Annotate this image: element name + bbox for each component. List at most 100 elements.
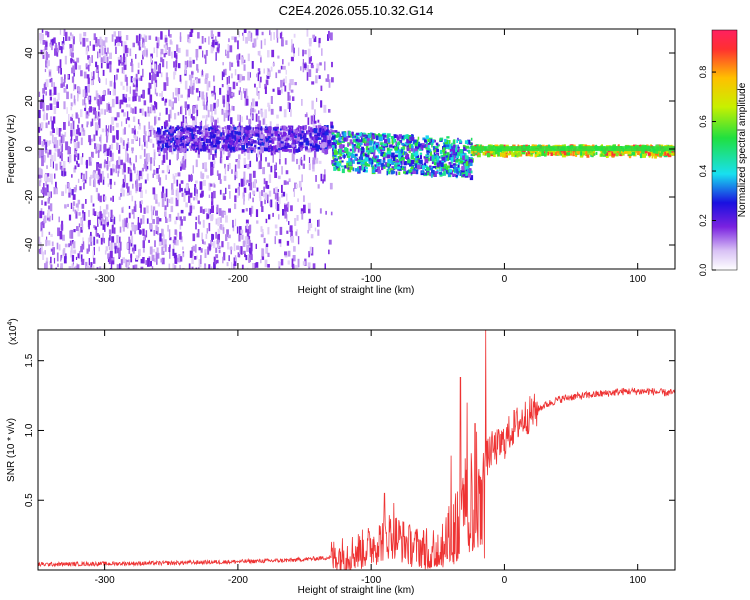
heatmap-cell	[499, 153, 502, 157]
heatmap-cell	[215, 52, 217, 61]
heatmap-cell	[425, 154, 428, 157]
heatmap-cell	[121, 168, 125, 175]
heatmap-cell	[522, 144, 527, 148]
heatmap-cell	[372, 135, 376, 140]
heatmap-cell	[172, 263, 175, 269]
heatmap-cell	[651, 153, 654, 159]
heatmap-cell	[224, 163, 226, 169]
heatmap-cell	[116, 247, 120, 254]
heatmap-cell	[119, 241, 122, 251]
heatmap-cell	[75, 211, 78, 219]
heatmap-cell	[302, 125, 304, 131]
heatmap-cell	[590, 153, 593, 157]
heatmap-cell	[261, 148, 264, 153]
heatmap-cell	[41, 221, 45, 229]
heatmap-cell	[118, 250, 120, 259]
heatmap-cell	[322, 179, 324, 184]
heatmap-cell	[153, 107, 156, 114]
heatmap-cell	[250, 207, 252, 217]
heatmap-cell	[313, 136, 315, 142]
heatmap-cell	[104, 224, 106, 232]
heatmap-cell	[114, 181, 116, 186]
heatmap-cell	[261, 248, 264, 258]
heatmap-cell	[241, 149, 244, 154]
spectrogram-y-label: Frequency (Hz)	[6, 115, 17, 184]
heatmap-cell	[50, 44, 52, 48]
heatmap-cell	[164, 211, 167, 217]
heatmap-cell	[179, 265, 181, 269]
heatmap-cell	[400, 147, 405, 151]
heatmap-cell	[204, 208, 208, 213]
heatmap-cell	[341, 168, 345, 174]
heatmap-cell	[310, 62, 314, 66]
heatmap-cell	[349, 139, 353, 144]
heatmap-cell	[150, 125, 153, 131]
x-tick-label: -300	[95, 274, 115, 285]
heatmap-cell	[47, 54, 50, 58]
heatmap-cell	[61, 168, 63, 176]
heatmap-cell	[230, 91, 233, 99]
heatmap-cell	[506, 153, 510, 156]
heatmap-cell	[143, 207, 146, 214]
heatmap-cell	[45, 41, 48, 47]
heatmap-cell	[225, 187, 227, 194]
heatmap-cell	[213, 138, 216, 143]
heatmap-cell	[171, 147, 174, 155]
heatmap-cell	[217, 31, 221, 37]
heatmap-cell	[197, 145, 200, 149]
heatmap-cell	[364, 152, 367, 155]
heatmap-cell	[673, 152, 675, 156]
heatmap-cell	[504, 149, 508, 153]
heatmap-cell	[45, 261, 48, 269]
heatmap-cell	[76, 129, 79, 135]
heatmap-cell	[122, 66, 125, 75]
heatmap-cell	[187, 34, 190, 43]
heatmap-cell	[331, 130, 335, 133]
colorbar-label: Normalized spectral amplitude	[737, 82, 748, 217]
heatmap-cell	[253, 147, 256, 152]
heatmap-cell	[189, 125, 193, 129]
heatmap-cell	[341, 149, 346, 153]
heatmap-cell	[190, 29, 194, 33]
heatmap-cell	[106, 221, 109, 226]
heatmap-cell	[203, 180, 206, 186]
heatmap-cell	[254, 128, 259, 133]
heatmap-cell	[617, 144, 620, 148]
svg-text:(x104): (x104)	[7, 318, 19, 345]
heatmap-cell	[237, 186, 240, 196]
heatmap-cell	[163, 121, 167, 129]
heatmap-cell	[93, 134, 96, 142]
heatmap-cell	[76, 226, 79, 231]
heatmap-cell	[236, 126, 239, 131]
heatmap-cell	[290, 230, 293, 238]
heatmap-cell	[298, 47, 300, 56]
heatmap-cell	[114, 75, 116, 83]
heatmap-cell	[222, 256, 224, 264]
heatmap-cell	[167, 224, 169, 232]
heatmap-cell	[302, 261, 306, 266]
heatmap-cell	[238, 226, 242, 235]
heatmap-cell	[352, 167, 355, 172]
figure-title: C2E4.2026.055.10.32.G14	[279, 3, 434, 18]
heatmap-cell	[125, 155, 128, 162]
heatmap-cell	[164, 208, 167, 212]
heatmap-cell	[120, 192, 122, 197]
heatmap-cell	[178, 63, 181, 69]
heatmap-cell	[107, 157, 109, 164]
heatmap-cell	[237, 136, 242, 142]
heatmap-cell	[464, 164, 469, 170]
heatmap-cell	[71, 52, 74, 58]
heatmap-cell	[321, 147, 325, 153]
heatmap-cell	[328, 79, 331, 88]
heatmap-cell	[143, 236, 145, 244]
heatmap-cell	[135, 83, 138, 92]
heatmap-cell	[243, 177, 246, 186]
heatmap-cell	[84, 86, 88, 94]
heatmap-cell	[51, 241, 54, 247]
heatmap-cell	[246, 115, 248, 120]
heatmap-cell	[189, 205, 193, 214]
heatmap-cell	[142, 68, 144, 78]
heatmap-cell	[262, 118, 265, 125]
heatmap-cell	[436, 162, 440, 168]
heatmap-cell	[161, 228, 164, 236]
